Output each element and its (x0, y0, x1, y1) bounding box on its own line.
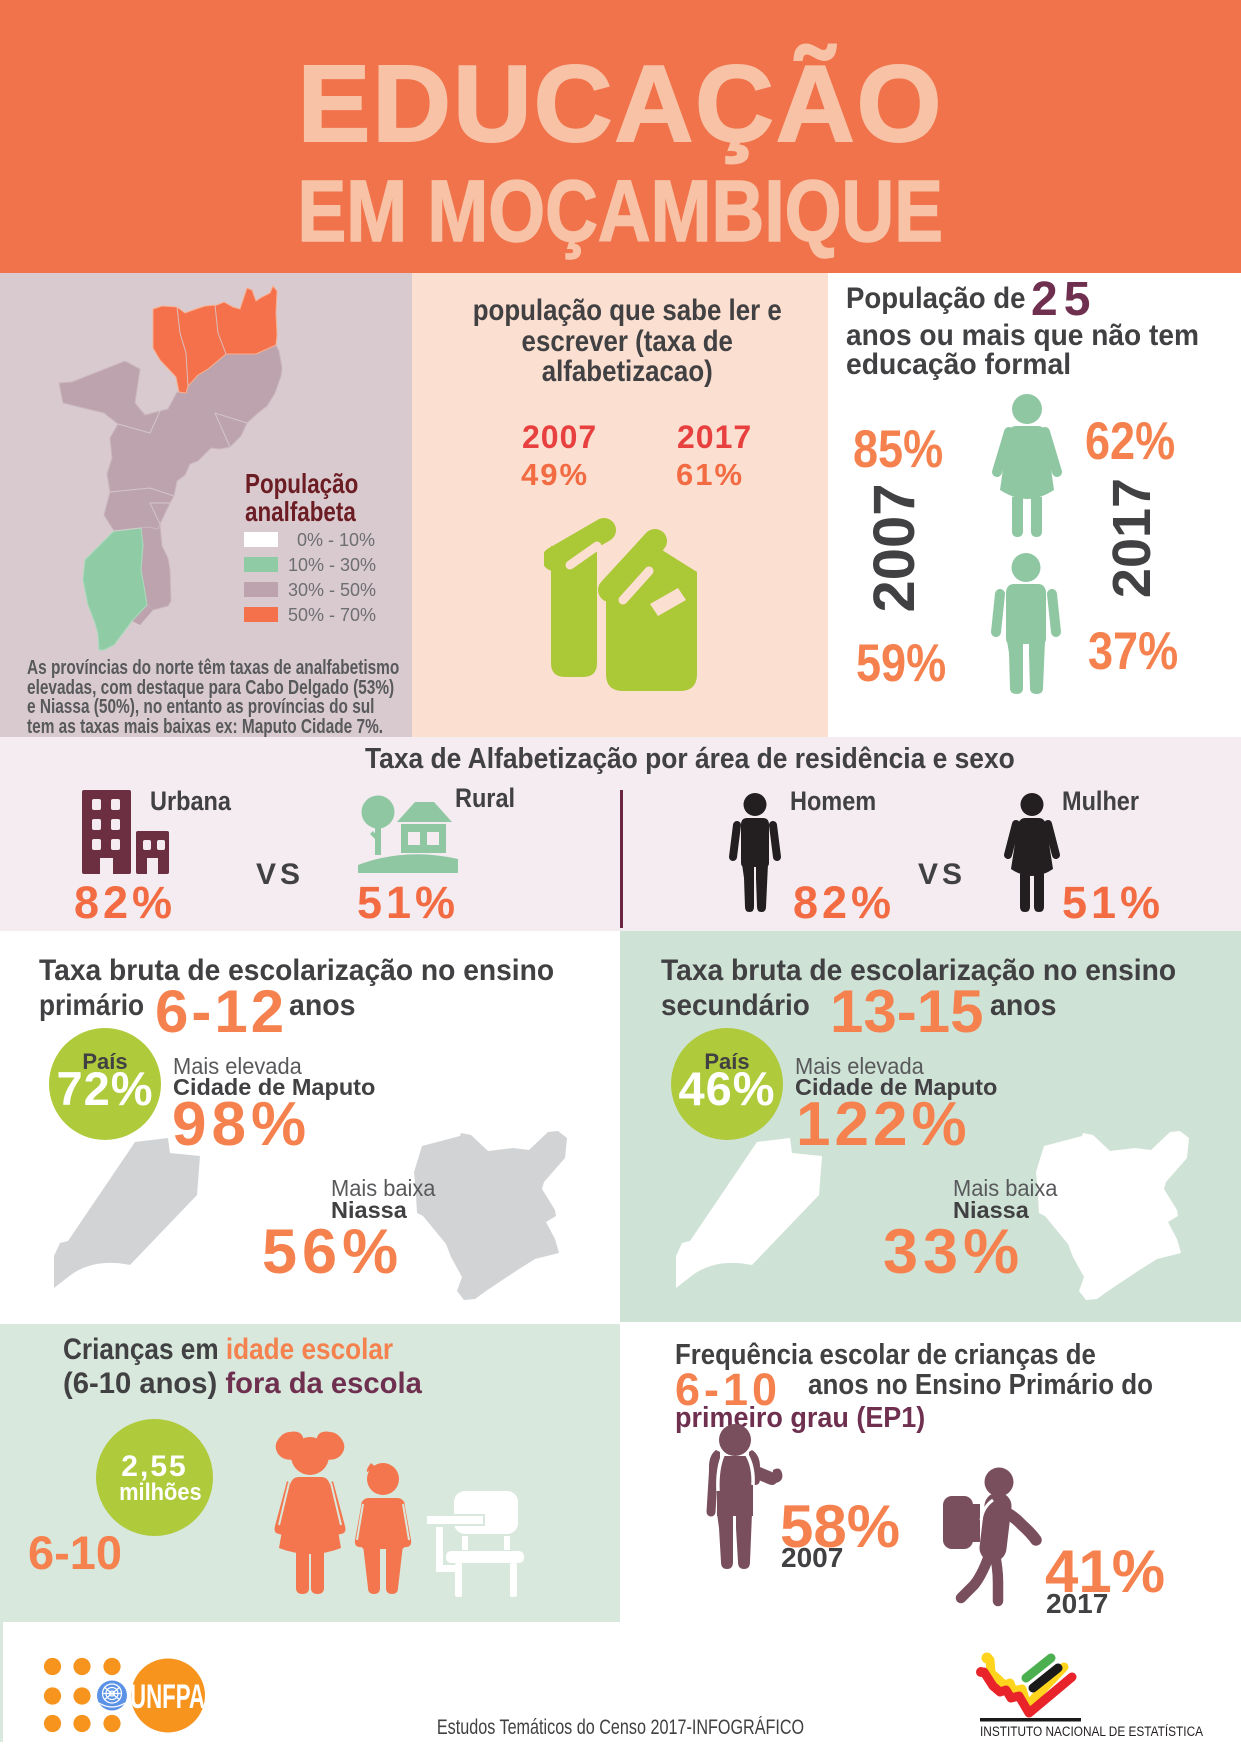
svg-text:UNFPA: UNFPA (130, 1678, 205, 1716)
svg-text:INSTITUTO NACIONAL DE ESTATÍST: INSTITUTO NACIONAL DE ESTATÍSTICA (980, 1724, 1203, 1739)
